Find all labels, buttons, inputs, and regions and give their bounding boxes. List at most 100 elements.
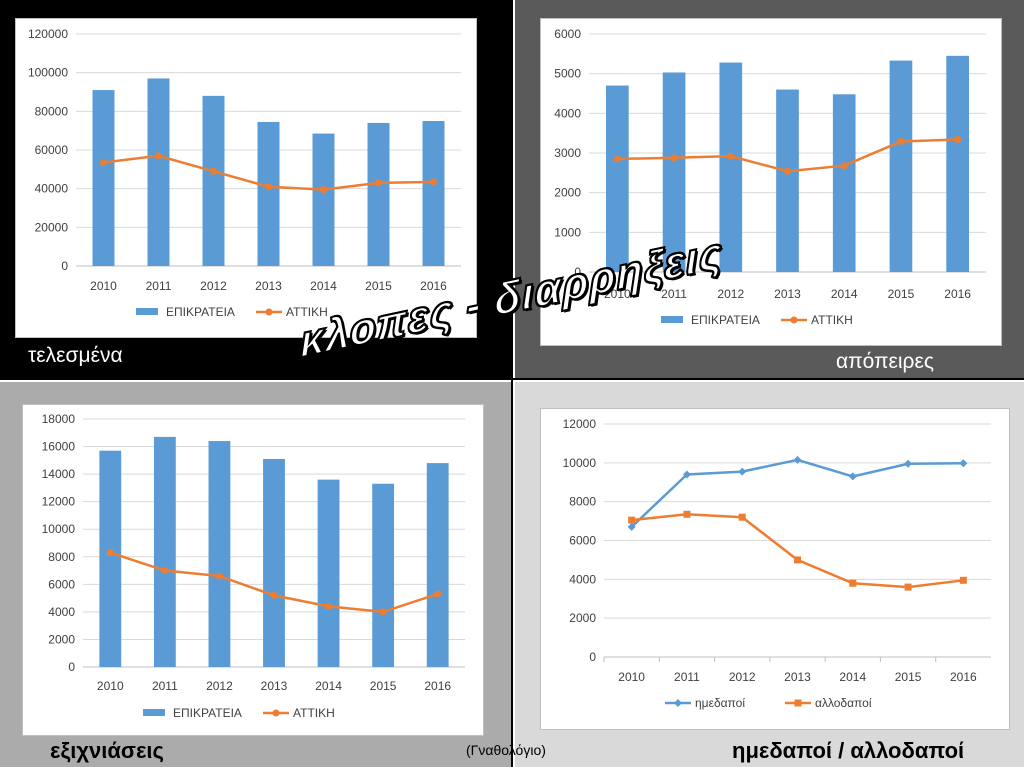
- bar: [208, 441, 231, 667]
- caption-committed: τελεσμένα: [28, 344, 123, 367]
- data-point: [794, 556, 801, 564]
- data-point: [627, 522, 636, 531]
- x-tick-label: 2016: [950, 670, 977, 684]
- data-point: [430, 178, 437, 186]
- x-tick-label: 2011: [146, 279, 172, 293]
- x-tick-label: 2015: [888, 287, 915, 301]
- bar: [367, 122, 390, 266]
- data-point: [375, 179, 382, 187]
- data-point: [161, 567, 169, 575]
- x-tick-label: 2011: [152, 679, 178, 693]
- x-tick-label: 2015: [895, 670, 922, 684]
- bar: [889, 60, 913, 273]
- x-tick-label: 2015: [365, 279, 392, 293]
- y-tick-label: 10000: [42, 522, 76, 536]
- x-tick-label: 2016: [944, 287, 971, 301]
- chart-committed: 0 20000 40000 60000 80000 100000 120000 2010 201…: [28, 27, 461, 319]
- y-tick-label: 8000: [48, 550, 75, 564]
- x-tick-label: 2013: [774, 287, 801, 301]
- bar: [719, 62, 743, 273]
- legend-label: ΕΠΙΚΡΑΤΕΙΑ: [166, 305, 235, 319]
- bar: [422, 121, 445, 266]
- y-tick-label: 14000: [42, 467, 76, 481]
- data-point: [270, 591, 278, 599]
- data-point: [848, 472, 857, 481]
- bar: [606, 85, 629, 272]
- data-point: [682, 470, 691, 479]
- y-tick-label: 6000: [569, 534, 596, 548]
- y-tick-label: 0: [68, 660, 75, 674]
- x-tick-label: 2012: [200, 279, 227, 293]
- x-tick-label: 2010: [604, 287, 631, 301]
- data-point: [613, 155, 621, 163]
- x-tick-label: 2010: [97, 679, 124, 693]
- legend-label: ΑΤΤΙΚΗ: [811, 313, 853, 327]
- x-tick-label: 2010: [618, 670, 645, 684]
- x-tick-label: 2012: [206, 679, 233, 693]
- data-point: [784, 167, 791, 175]
- y-tick-label: 10000: [563, 456, 597, 470]
- y-tick-label: 20000: [35, 220, 69, 234]
- data-point: [904, 583, 912, 591]
- y-tick-label: 2000: [569, 611, 596, 625]
- chart-solved: 0 2000 4000 6000 8000 10000 12000 14000 16000 180…: [42, 412, 465, 720]
- x-tick-label: 2013: [255, 279, 282, 293]
- data-point: [628, 516, 636, 524]
- data-point: [100, 159, 107, 167]
- bar: [147, 78, 170, 266]
- chart-panel-nationality: 0 2000 4000 6000 8000 10000 12000 2010 2011 2012 2…: [540, 408, 1010, 730]
- data-point: [738, 467, 747, 476]
- x-tick-label: 2011: [674, 670, 700, 684]
- x-tick-label: 2014: [831, 287, 858, 301]
- bar: [257, 121, 280, 266]
- x-tick-label: 2014: [315, 679, 342, 693]
- chart-panel-attempts: 0 1000 2000 3000 4000 5000 6000 2010 2011 2012 201…: [540, 18, 1002, 346]
- legend-swatch: [661, 316, 683, 323]
- x-tick-label: 2011: [661, 287, 687, 301]
- legend-marker: [265, 308, 273, 316]
- credit-text: (Γναθολόγιο): [466, 742, 546, 758]
- bar: [202, 95, 225, 266]
- y-tick-label: 120000: [28, 27, 68, 41]
- data-point: [325, 602, 333, 610]
- x-tick-label: 2016: [424, 679, 451, 693]
- legend-label: ΑΤΤΙΚΗ: [286, 305, 328, 319]
- bar: [263, 458, 285, 667]
- y-tick-label: 80000: [35, 104, 69, 118]
- x-tick-label: 2014: [310, 279, 337, 293]
- y-tick-label: 40000: [35, 182, 69, 196]
- y-tick-label: 4000: [569, 572, 596, 586]
- y-tick-label: 2000: [48, 632, 75, 646]
- chart-attempts: 0 1000 2000 3000 4000 5000 6000 2010 2011 2012 201…: [554, 27, 986, 327]
- y-tick-label: 1000: [554, 225, 581, 239]
- legend-marker: [674, 699, 682, 707]
- bar: [662, 72, 686, 272]
- y-tick-label: 8000: [569, 495, 596, 509]
- x-tick-label: 2012: [729, 670, 756, 684]
- y-tick-label: 60000: [35, 143, 69, 157]
- y-tick-label: 0: [61, 259, 68, 273]
- legend-label: ΑΤΤΙΚΗ: [293, 706, 335, 720]
- bar: [99, 450, 122, 667]
- y-tick-label: 0: [574, 265, 581, 279]
- data-point: [379, 608, 387, 616]
- data-point: [738, 513, 746, 521]
- y-tick-label: 18000: [42, 412, 76, 426]
- bar: [153, 436, 176, 667]
- data-point: [320, 186, 327, 194]
- x-tick-label: 2015: [370, 679, 397, 693]
- caption-nationality: ημεδαποί / αλλοδαποί: [732, 738, 965, 763]
- data-point: [959, 576, 967, 584]
- legend-label: ΕΠΙΚΡΑΤΕΙΑ: [691, 313, 760, 327]
- series-line: [631, 513, 964, 589]
- data-point: [210, 167, 217, 175]
- y-tick-label: 100000: [28, 66, 68, 80]
- legend-swatch: [136, 308, 158, 315]
- x-tick-label: 2016: [420, 279, 447, 293]
- bar: [312, 133, 335, 266]
- data-point: [215, 572, 223, 580]
- data-point: [265, 183, 272, 191]
- y-tick-label: 5000: [554, 67, 581, 81]
- bar: [426, 463, 449, 667]
- y-tick-label: 6000: [554, 27, 581, 41]
